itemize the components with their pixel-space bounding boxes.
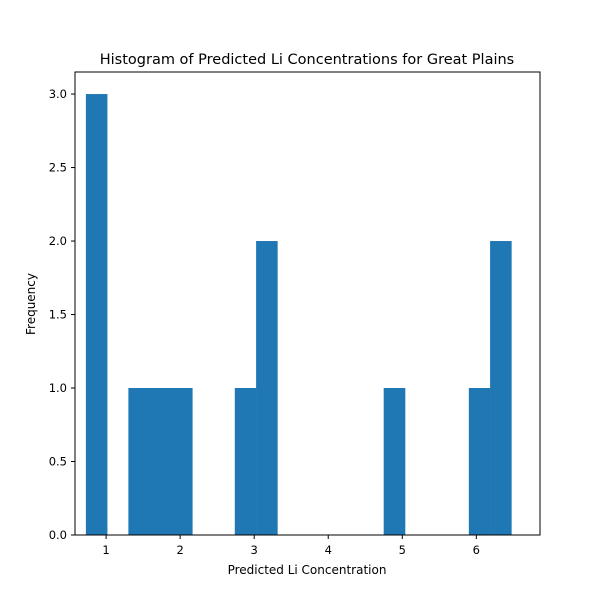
y-tick-label: 0.5	[49, 455, 67, 469]
histogram-bar	[468, 388, 491, 535]
y-tick-label: 0.0	[49, 528, 67, 542]
bars-group	[85, 94, 512, 536]
chart-title: Histogram of Predicted Li Concentrations…	[100, 52, 515, 68]
y-axis-label: Frequency	[24, 273, 38, 335]
axes-frame	[74, 71, 541, 536]
y-axis-ticks: 0.0 0.5 1.0 1.5 2.0 2.5 3.0	[49, 87, 75, 542]
x-tick-label: 5	[399, 543, 406, 557]
histogram-bar	[234, 388, 257, 535]
x-tick-label: 4	[325, 543, 332, 557]
histogram-bar	[490, 241, 512, 535]
histogram-bar	[256, 241, 278, 535]
x-tick-label: 6	[473, 543, 480, 557]
histogram-bar	[85, 94, 108, 536]
y-tick-label: 1.5	[49, 308, 67, 322]
y-tick-label: 2.5	[49, 161, 67, 175]
x-tick-label: 2	[176, 543, 183, 557]
x-tick-label: 1	[102, 543, 109, 557]
y-tick-label: 3.0	[49, 87, 67, 101]
histogram-bar	[128, 388, 151, 535]
histogram-bar	[149, 388, 172, 535]
x-tick-label: 3	[251, 543, 258, 557]
y-tick-label: 1.0	[49, 381, 67, 395]
histogram-bar	[170, 388, 193, 535]
histogram-bar	[383, 388, 406, 535]
y-tick-label: 2.0	[49, 234, 67, 248]
x-axis-label: Predicted Li Concentration	[228, 563, 387, 577]
x-axis-ticks: 1 2 3 4 5 6	[102, 535, 480, 557]
